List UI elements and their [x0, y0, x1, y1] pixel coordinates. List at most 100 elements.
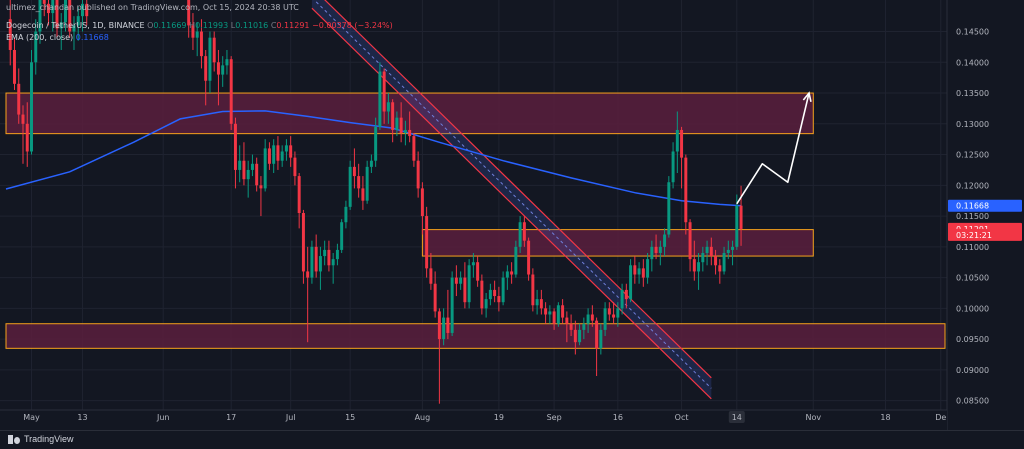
low-value: 0.11016: [235, 21, 269, 30]
candle-body: [497, 296, 501, 303]
symbol-name: Dogecoin / TetherUS, 1D, BINANCE: [6, 21, 145, 30]
time-tick-label: Nov: [805, 413, 821, 422]
candle-body: [484, 299, 488, 309]
price-label-bg: [948, 199, 1022, 212]
candle-body: [352, 166, 356, 177]
candle-body: [195, 31, 199, 38]
candle-body: [467, 265, 471, 303]
candle-body: [586, 314, 590, 324]
candle-body: [323, 249, 327, 257]
candle-body: [225, 59, 229, 66]
candle-body: [527, 240, 531, 275]
brand[interactable]: TradingView: [8, 434, 74, 444]
candle-body: [318, 256, 322, 272]
ema-200-line: [5, 110, 742, 207]
candle-body: [378, 71, 382, 127]
candle-body: [680, 129, 684, 158]
candle-body: [242, 160, 246, 180]
candle-body: [335, 249, 339, 260]
candle-body: [301, 212, 305, 272]
price-tick-label: 0.11500: [956, 212, 989, 221]
candle-body: [518, 222, 522, 247]
candle-body: [272, 145, 276, 164]
sr-zone: [421, 229, 814, 257]
candle-body: [80, 3, 84, 17]
candle-body: [30, 62, 33, 152]
candle-body: [361, 188, 365, 201]
candle-body: [697, 262, 701, 272]
candle-body: [280, 151, 284, 161]
candle-body: [590, 314, 594, 321]
change-value: −0.00378 (−3.24%): [312, 21, 393, 30]
candle-body: [735, 205, 739, 247]
candle-body: [221, 65, 225, 75]
candle-body: [454, 277, 458, 284]
candle-body: [276, 145, 280, 161]
candle-body: [187, 0, 191, 26]
time-tick-label: Jul: [285, 413, 296, 422]
candle-body: [314, 246, 318, 272]
candle-body: [255, 163, 259, 186]
candle-body: [310, 246, 314, 278]
time-tick-label: Sep: [547, 413, 562, 422]
time-tick-highlight: [728, 411, 745, 423]
candle-body: [76, 16, 80, 26]
candle-body: [191, 25, 195, 38]
candle-body: [612, 314, 616, 318]
candle-body: [433, 283, 437, 312]
high-value: 0.11993: [195, 21, 229, 30]
candle-body: [297, 176, 301, 213]
symbol-legend: Dogecoin / TetherUS, 1D, BINANCE O0.1166…: [6, 21, 393, 30]
candle-body: [739, 205, 743, 229]
candle-body: [522, 222, 526, 241]
open-label: O: [147, 21, 154, 30]
candle-body: [238, 160, 242, 170]
candle-body: [399, 117, 403, 134]
close-label: C: [270, 21, 277, 30]
candle-body: [344, 206, 348, 223]
candle-body: [599, 329, 603, 349]
price-label-bg: [948, 228, 1022, 241]
candle-body: [714, 256, 718, 266]
candle-body: [629, 265, 633, 300]
time-tick-label: May: [23, 413, 40, 422]
candle-body: [569, 323, 573, 330]
candle-body: [514, 246, 518, 275]
sr-zone: [5, 323, 946, 349]
candle-body: [578, 329, 582, 343]
candle-body: [641, 268, 645, 278]
candle-body: [548, 311, 552, 315]
time-tick-label: Jun: [156, 413, 170, 422]
candle-body: [395, 117, 399, 130]
candle-body: [624, 289, 628, 300]
candle-body: [531, 274, 535, 306]
ema-legend: EMA (200, close) 0.11668: [6, 33, 109, 42]
time-tick-label: 13: [77, 413, 87, 422]
candle-body: [637, 268, 641, 275]
candle-body: [663, 234, 667, 247]
candle-body: [374, 126, 378, 161]
candle-body: [539, 299, 543, 309]
candle-body: [463, 277, 467, 303]
price-tick-label: 0.10000: [956, 304, 989, 313]
channel-fill: [311, 0, 712, 399]
candle-body: [646, 259, 650, 278]
time-axis-bg: [0, 410, 947, 430]
candle-body: [437, 311, 441, 340]
candle-body: [340, 222, 344, 250]
candle-body: [556, 305, 560, 324]
price-tick-label: 0.13500: [956, 89, 989, 98]
price-axis-bg: [947, 0, 1024, 430]
price-tick-label: 0.12000: [956, 181, 989, 190]
candle-body: [654, 246, 658, 253]
candle-body: [382, 71, 386, 112]
candle-body: [293, 157, 297, 177]
candle-body: [442, 317, 446, 340]
candle-body: [446, 317, 450, 333]
price-tick-label: 0.14000: [956, 58, 989, 67]
candle-body: [199, 31, 203, 57]
candle-body: [34, 31, 38, 63]
candle-body: [331, 259, 335, 266]
